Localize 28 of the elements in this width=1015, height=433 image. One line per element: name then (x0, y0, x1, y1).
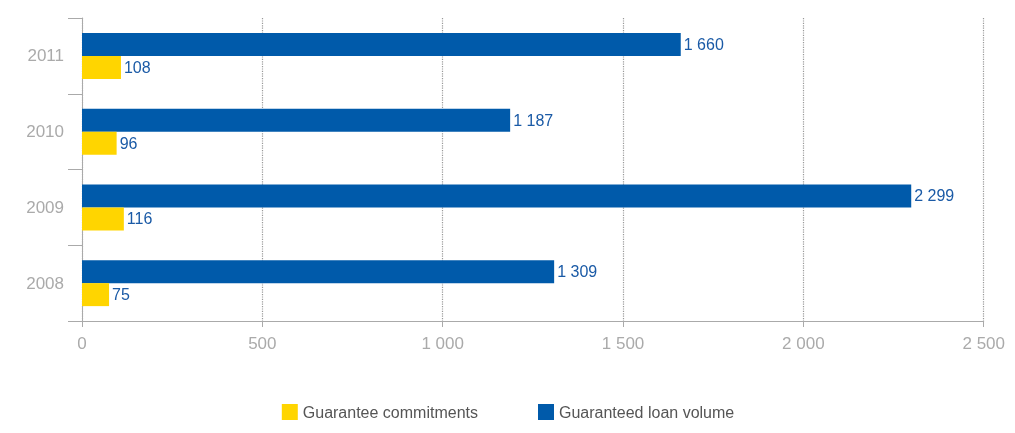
y-tick-label: 2010 (26, 122, 64, 142)
bar (82, 32, 681, 56)
legend-label: Guaranteed loan volume (558, 403, 735, 421)
data-label: 1 660 (683, 35, 724, 53)
data-label: 2 299 (914, 187, 955, 205)
bar (82, 207, 124, 231)
data-label: 1 309 (557, 263, 598, 281)
data-label: 108 (123, 58, 151, 76)
x-tick-label: 2 500 (962, 334, 1005, 353)
bar (82, 283, 110, 307)
data-label: 1 187 (513, 111, 554, 129)
x-tick-label: 0 (77, 334, 87, 353)
x-tick-label: 2 000 (782, 334, 825, 353)
x-tick-label: 1 500 (601, 334, 645, 353)
legend-label: Guarantee commitments (302, 403, 478, 421)
bar (82, 131, 117, 155)
y-tick-label: 2011 (27, 46, 64, 66)
data-label: 96 (119, 134, 138, 152)
bar (82, 55, 121, 79)
data-label: 75 (112, 286, 130, 304)
bar (82, 108, 511, 132)
data-label: 116 (126, 210, 153, 228)
bar (82, 184, 912, 208)
bar (82, 260, 555, 284)
x-tick-label: 500 (248, 334, 277, 353)
y-tick-label: 2008 (26, 273, 64, 293)
x-tick-label: 1 000 (421, 334, 464, 353)
y-tick-label: 2009 (26, 197, 64, 217)
